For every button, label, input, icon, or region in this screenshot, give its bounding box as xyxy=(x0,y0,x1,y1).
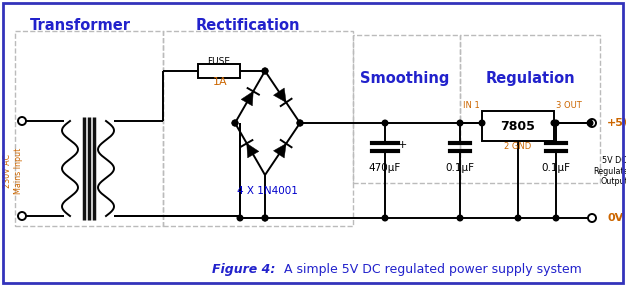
Text: IN 1: IN 1 xyxy=(463,101,480,110)
Text: 470μF: 470μF xyxy=(369,163,401,173)
Circle shape xyxy=(232,120,238,126)
Circle shape xyxy=(262,215,268,221)
Circle shape xyxy=(262,215,268,221)
Circle shape xyxy=(297,120,303,126)
Text: 3 OUT: 3 OUT xyxy=(556,101,582,110)
Text: 7805: 7805 xyxy=(501,120,535,132)
Circle shape xyxy=(588,215,595,221)
Text: 0V: 0V xyxy=(607,213,623,223)
Text: 2 GND: 2 GND xyxy=(505,142,531,151)
Text: +5V: +5V xyxy=(607,118,626,128)
Polygon shape xyxy=(274,144,286,158)
Polygon shape xyxy=(274,88,286,102)
Text: A simple 5V DC regulated power supply system: A simple 5V DC regulated power supply sy… xyxy=(280,263,582,277)
Circle shape xyxy=(587,120,593,126)
Circle shape xyxy=(553,120,559,126)
Text: Transformer: Transformer xyxy=(29,19,130,33)
Text: Figure 4:: Figure 4: xyxy=(212,263,275,277)
Text: 4 X 1N4001: 4 X 1N4001 xyxy=(237,186,297,196)
Circle shape xyxy=(19,118,25,124)
Circle shape xyxy=(588,120,595,126)
Circle shape xyxy=(232,120,238,126)
Polygon shape xyxy=(247,143,259,158)
Circle shape xyxy=(237,215,243,221)
Bar xyxy=(198,64,240,78)
Text: Rectification: Rectification xyxy=(196,19,300,33)
Text: Regulation: Regulation xyxy=(485,72,575,86)
Circle shape xyxy=(553,215,559,221)
Circle shape xyxy=(457,215,463,221)
Circle shape xyxy=(262,68,268,74)
Circle shape xyxy=(262,68,268,74)
Text: 0.1μF: 0.1μF xyxy=(541,163,570,173)
Text: 5V DC
Regulated
Output: 5V DC Regulated Output xyxy=(593,156,626,186)
Bar xyxy=(163,31,353,226)
Circle shape xyxy=(457,120,463,126)
Text: FUSE: FUSE xyxy=(207,57,230,65)
Text: +: + xyxy=(398,140,407,150)
Circle shape xyxy=(382,215,387,221)
Bar xyxy=(353,35,460,183)
Text: Smoothing: Smoothing xyxy=(361,72,449,86)
Text: 1A: 1A xyxy=(213,77,227,87)
Bar xyxy=(482,111,554,141)
Circle shape xyxy=(552,120,557,126)
Text: 0.1μF: 0.1μF xyxy=(446,163,475,173)
Circle shape xyxy=(515,215,521,221)
Circle shape xyxy=(19,213,25,219)
Text: 230V AC
Mains Input: 230V AC Mains Input xyxy=(3,148,23,194)
Circle shape xyxy=(297,120,303,126)
Polygon shape xyxy=(241,91,254,106)
Circle shape xyxy=(479,120,485,126)
Bar xyxy=(15,31,163,226)
Bar xyxy=(460,35,600,183)
Circle shape xyxy=(382,120,387,126)
